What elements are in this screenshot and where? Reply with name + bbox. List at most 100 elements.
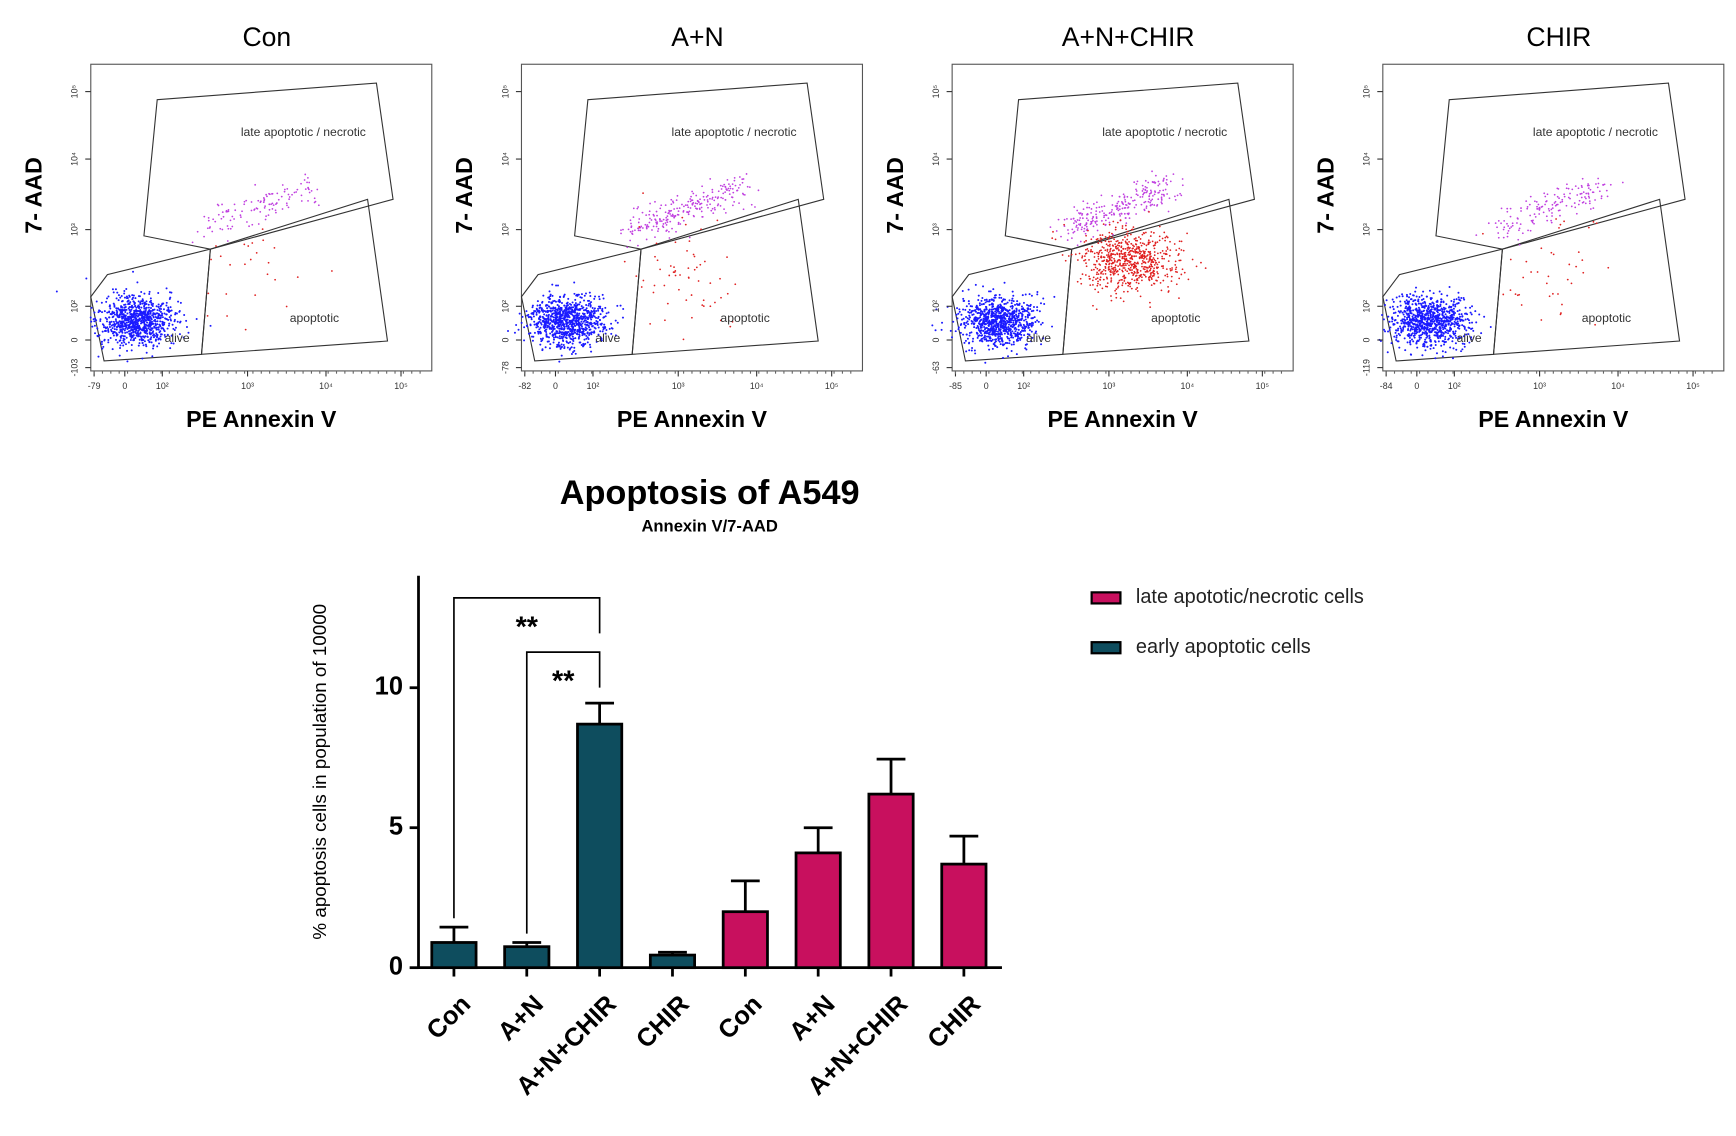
dot xyxy=(140,337,143,340)
dot xyxy=(1436,328,1439,331)
dot xyxy=(1095,273,1098,276)
dot xyxy=(585,334,588,337)
dot xyxy=(1153,282,1156,285)
dot xyxy=(1403,337,1406,340)
dot xyxy=(308,181,311,184)
dot xyxy=(1429,340,1432,343)
dot xyxy=(132,334,135,337)
dot xyxy=(555,311,558,314)
dot xyxy=(547,313,550,316)
dot xyxy=(548,305,551,308)
dot xyxy=(300,194,303,197)
dot xyxy=(170,314,173,317)
dot xyxy=(1141,276,1143,279)
dot xyxy=(1149,263,1152,265)
dot xyxy=(1483,315,1486,318)
dot xyxy=(1200,261,1202,264)
dot xyxy=(124,303,127,306)
dot xyxy=(1114,268,1117,271)
dot xyxy=(1150,231,1153,233)
dot xyxy=(1429,327,1432,330)
dot xyxy=(1114,228,1117,231)
dot xyxy=(1153,204,1156,206)
dot xyxy=(131,335,134,338)
dot xyxy=(1439,305,1442,308)
dot xyxy=(1169,249,1172,251)
dot xyxy=(962,317,965,320)
dot xyxy=(682,338,685,341)
dot xyxy=(1144,179,1147,182)
dot xyxy=(161,312,164,315)
dot xyxy=(1401,311,1404,314)
dot xyxy=(969,316,972,319)
dot xyxy=(1144,189,1147,192)
dot xyxy=(673,266,675,268)
dot xyxy=(119,308,122,311)
dot xyxy=(1033,316,1036,319)
dot xyxy=(602,326,605,329)
dot xyxy=(543,313,546,316)
dot xyxy=(684,223,687,226)
dot xyxy=(999,321,1002,324)
dot xyxy=(591,306,594,309)
dot xyxy=(165,304,168,307)
dot xyxy=(977,322,980,325)
dot xyxy=(1166,236,1169,239)
dot xyxy=(172,342,175,345)
y-tick-label: 10² xyxy=(931,300,941,313)
dot xyxy=(1112,245,1115,247)
dot xyxy=(1442,328,1445,331)
dot xyxy=(691,199,694,202)
dot xyxy=(1014,303,1017,306)
dot xyxy=(1134,243,1137,245)
dot xyxy=(1087,250,1090,252)
dot xyxy=(1413,332,1416,335)
dot xyxy=(123,323,126,326)
dot xyxy=(1141,184,1144,187)
dot xyxy=(119,326,122,329)
dot xyxy=(316,188,319,191)
dot xyxy=(1030,330,1033,333)
dot xyxy=(1111,232,1113,235)
dot xyxy=(151,309,154,312)
dot xyxy=(1078,223,1080,226)
dot xyxy=(1107,254,1110,256)
dot xyxy=(588,313,591,316)
dot xyxy=(965,350,968,353)
dot xyxy=(989,290,992,293)
dot xyxy=(1395,334,1398,337)
dot xyxy=(960,313,963,316)
dot xyxy=(971,305,974,308)
dot xyxy=(991,310,994,313)
dot xyxy=(1151,259,1153,262)
dot xyxy=(566,318,569,321)
dot xyxy=(1387,330,1390,333)
dot xyxy=(668,274,671,277)
dot xyxy=(560,308,563,311)
dot xyxy=(610,322,613,325)
dot xyxy=(711,191,714,194)
dot xyxy=(1083,230,1085,233)
dot xyxy=(1153,254,1156,257)
dot xyxy=(983,334,986,337)
dot xyxy=(585,304,588,307)
dot xyxy=(1002,314,1005,317)
dot xyxy=(110,328,113,331)
dot xyxy=(713,199,716,202)
dot xyxy=(159,325,162,328)
dot xyxy=(692,253,695,256)
dot xyxy=(965,333,968,336)
dot xyxy=(1104,267,1107,269)
dot xyxy=(1141,195,1144,198)
dot xyxy=(723,208,725,211)
dot xyxy=(1120,265,1123,267)
dot xyxy=(1092,203,1095,205)
dot xyxy=(664,222,667,224)
dot xyxy=(1133,279,1136,282)
dot xyxy=(1135,204,1138,206)
dot xyxy=(568,335,571,338)
dot xyxy=(1074,253,1077,256)
dot xyxy=(93,320,96,323)
dot xyxy=(1081,256,1083,259)
dot xyxy=(525,310,528,313)
